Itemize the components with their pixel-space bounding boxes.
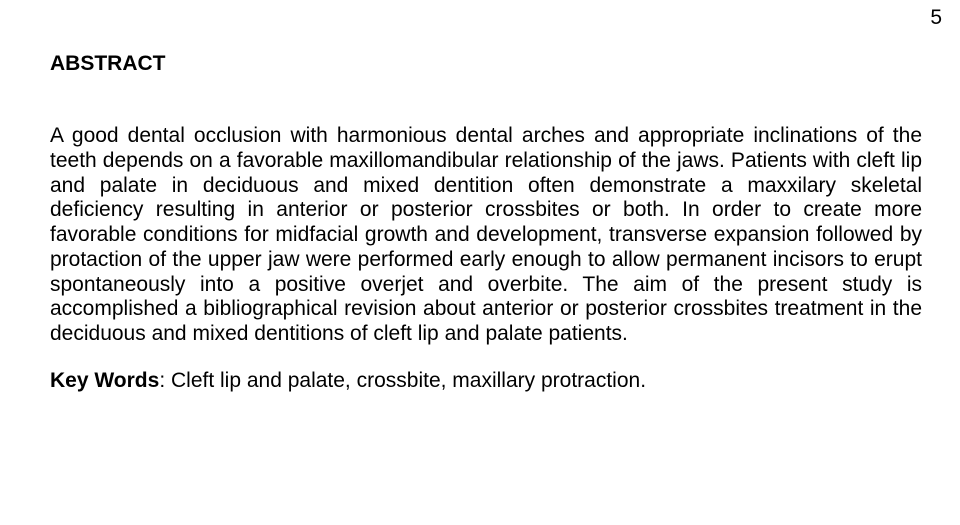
keywords-value: : Cleft lip and palate, crossbite, maxil… [159,369,646,392]
page-number: 5 [930,6,942,30]
keywords-line: Key Words: Cleft lip and palate, crossbi… [50,369,922,394]
keywords-label: Key Words [50,369,159,392]
abstract-paragraph: A good dental occlusion with harmonious … [50,124,922,347]
abstract-heading: ABSTRACT [50,52,922,76]
document-page: 5 ABSTRACT A good dental occlusion with … [0,0,960,394]
